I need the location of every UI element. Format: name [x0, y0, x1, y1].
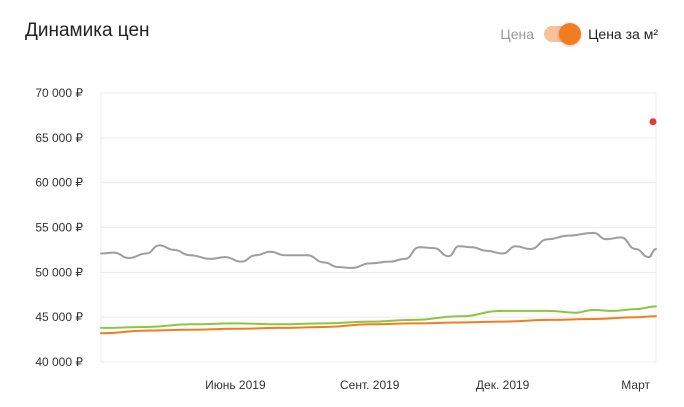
chart-markers [649, 118, 657, 126]
y-tick-label: 60 000 ₽ [35, 176, 83, 190]
chart-grid [100, 92, 657, 363]
series-line-2 [100, 315, 657, 335]
x-tick-label: Дек. 2019 [476, 378, 530, 392]
chart-title: Динамика цен [25, 20, 150, 41]
y-tick-label: 45 000 ₽ [35, 310, 83, 324]
chart-series [100, 231, 657, 335]
toggle-switch[interactable] [544, 23, 582, 45]
y-tick-label: 65 000 ₽ [35, 131, 83, 145]
toggle-label-price-per-m2[interactable]: Цена за м² [588, 26, 658, 42]
series-line-0 [100, 231, 657, 269]
price-mode-toggle[interactable]: Цена Цена за м² [500, 23, 658, 45]
y-tick-label: 55 000 ₽ [35, 221, 83, 235]
x-axis-ticks: Июнь 2019 Сент. 2019 Дек. 2019 Март [205, 378, 650, 392]
x-tick-label: Март [621, 378, 650, 392]
y-tick-label: 50 000 ₽ [35, 265, 83, 279]
x-tick-label: Сент. 2019 [340, 378, 400, 392]
y-tick-label: 70 000 ₽ [35, 86, 83, 100]
series-line-1 [100, 305, 657, 329]
x-tick-label: Июнь 2019 [205, 378, 266, 392]
toggle-knob[interactable] [559, 23, 582, 45]
y-axis-ticks: 70 000 ₽ 65 000 ₽ 60 000 ₽ 55 000 ₽ 50 000 ₽… [35, 86, 83, 369]
toggle-label-price[interactable]: Цена [500, 26, 535, 42]
marker-point-0 [649, 118, 657, 126]
y-tick-label: 40 000 ₽ [35, 355, 83, 369]
